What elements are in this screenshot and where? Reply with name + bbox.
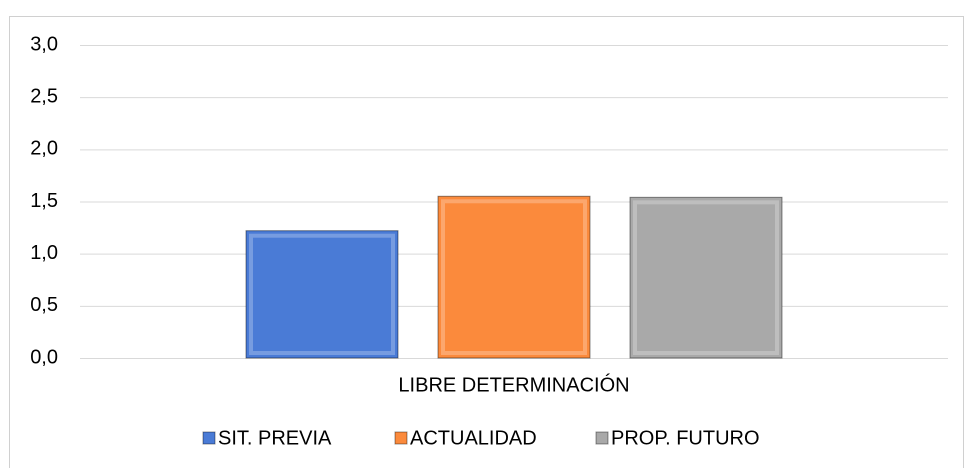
legend-label: PROP. FUTURO	[611, 427, 760, 449]
y-tick-label: 1,0	[30, 242, 58, 264]
y-tick-label: 2,0	[30, 138, 58, 160]
legend-swatch	[202, 431, 216, 445]
y-tick-label: 1,5	[30, 190, 58, 212]
bar	[245, 230, 399, 359]
bar-bevel	[633, 200, 779, 355]
legend-label: ACTUALIDAD	[410, 427, 537, 449]
bar-bevel	[441, 199, 587, 355]
legend-swatch	[595, 431, 609, 445]
y-tick-label: 2,5	[30, 85, 58, 107]
bar	[437, 195, 591, 359]
legend-swatch	[394, 431, 408, 445]
y-tick-label: 0,5	[30, 294, 58, 316]
y-tick-label: 0,0	[30, 346, 58, 368]
x-tick-label: LIBRE DETERMINACIÓN	[398, 373, 629, 396]
legend-label: SIT. PREVIA	[218, 427, 332, 449]
bar	[629, 196, 783, 359]
bar-bevel	[249, 233, 395, 355]
y-tick-label: 3,0	[30, 33, 58, 55]
